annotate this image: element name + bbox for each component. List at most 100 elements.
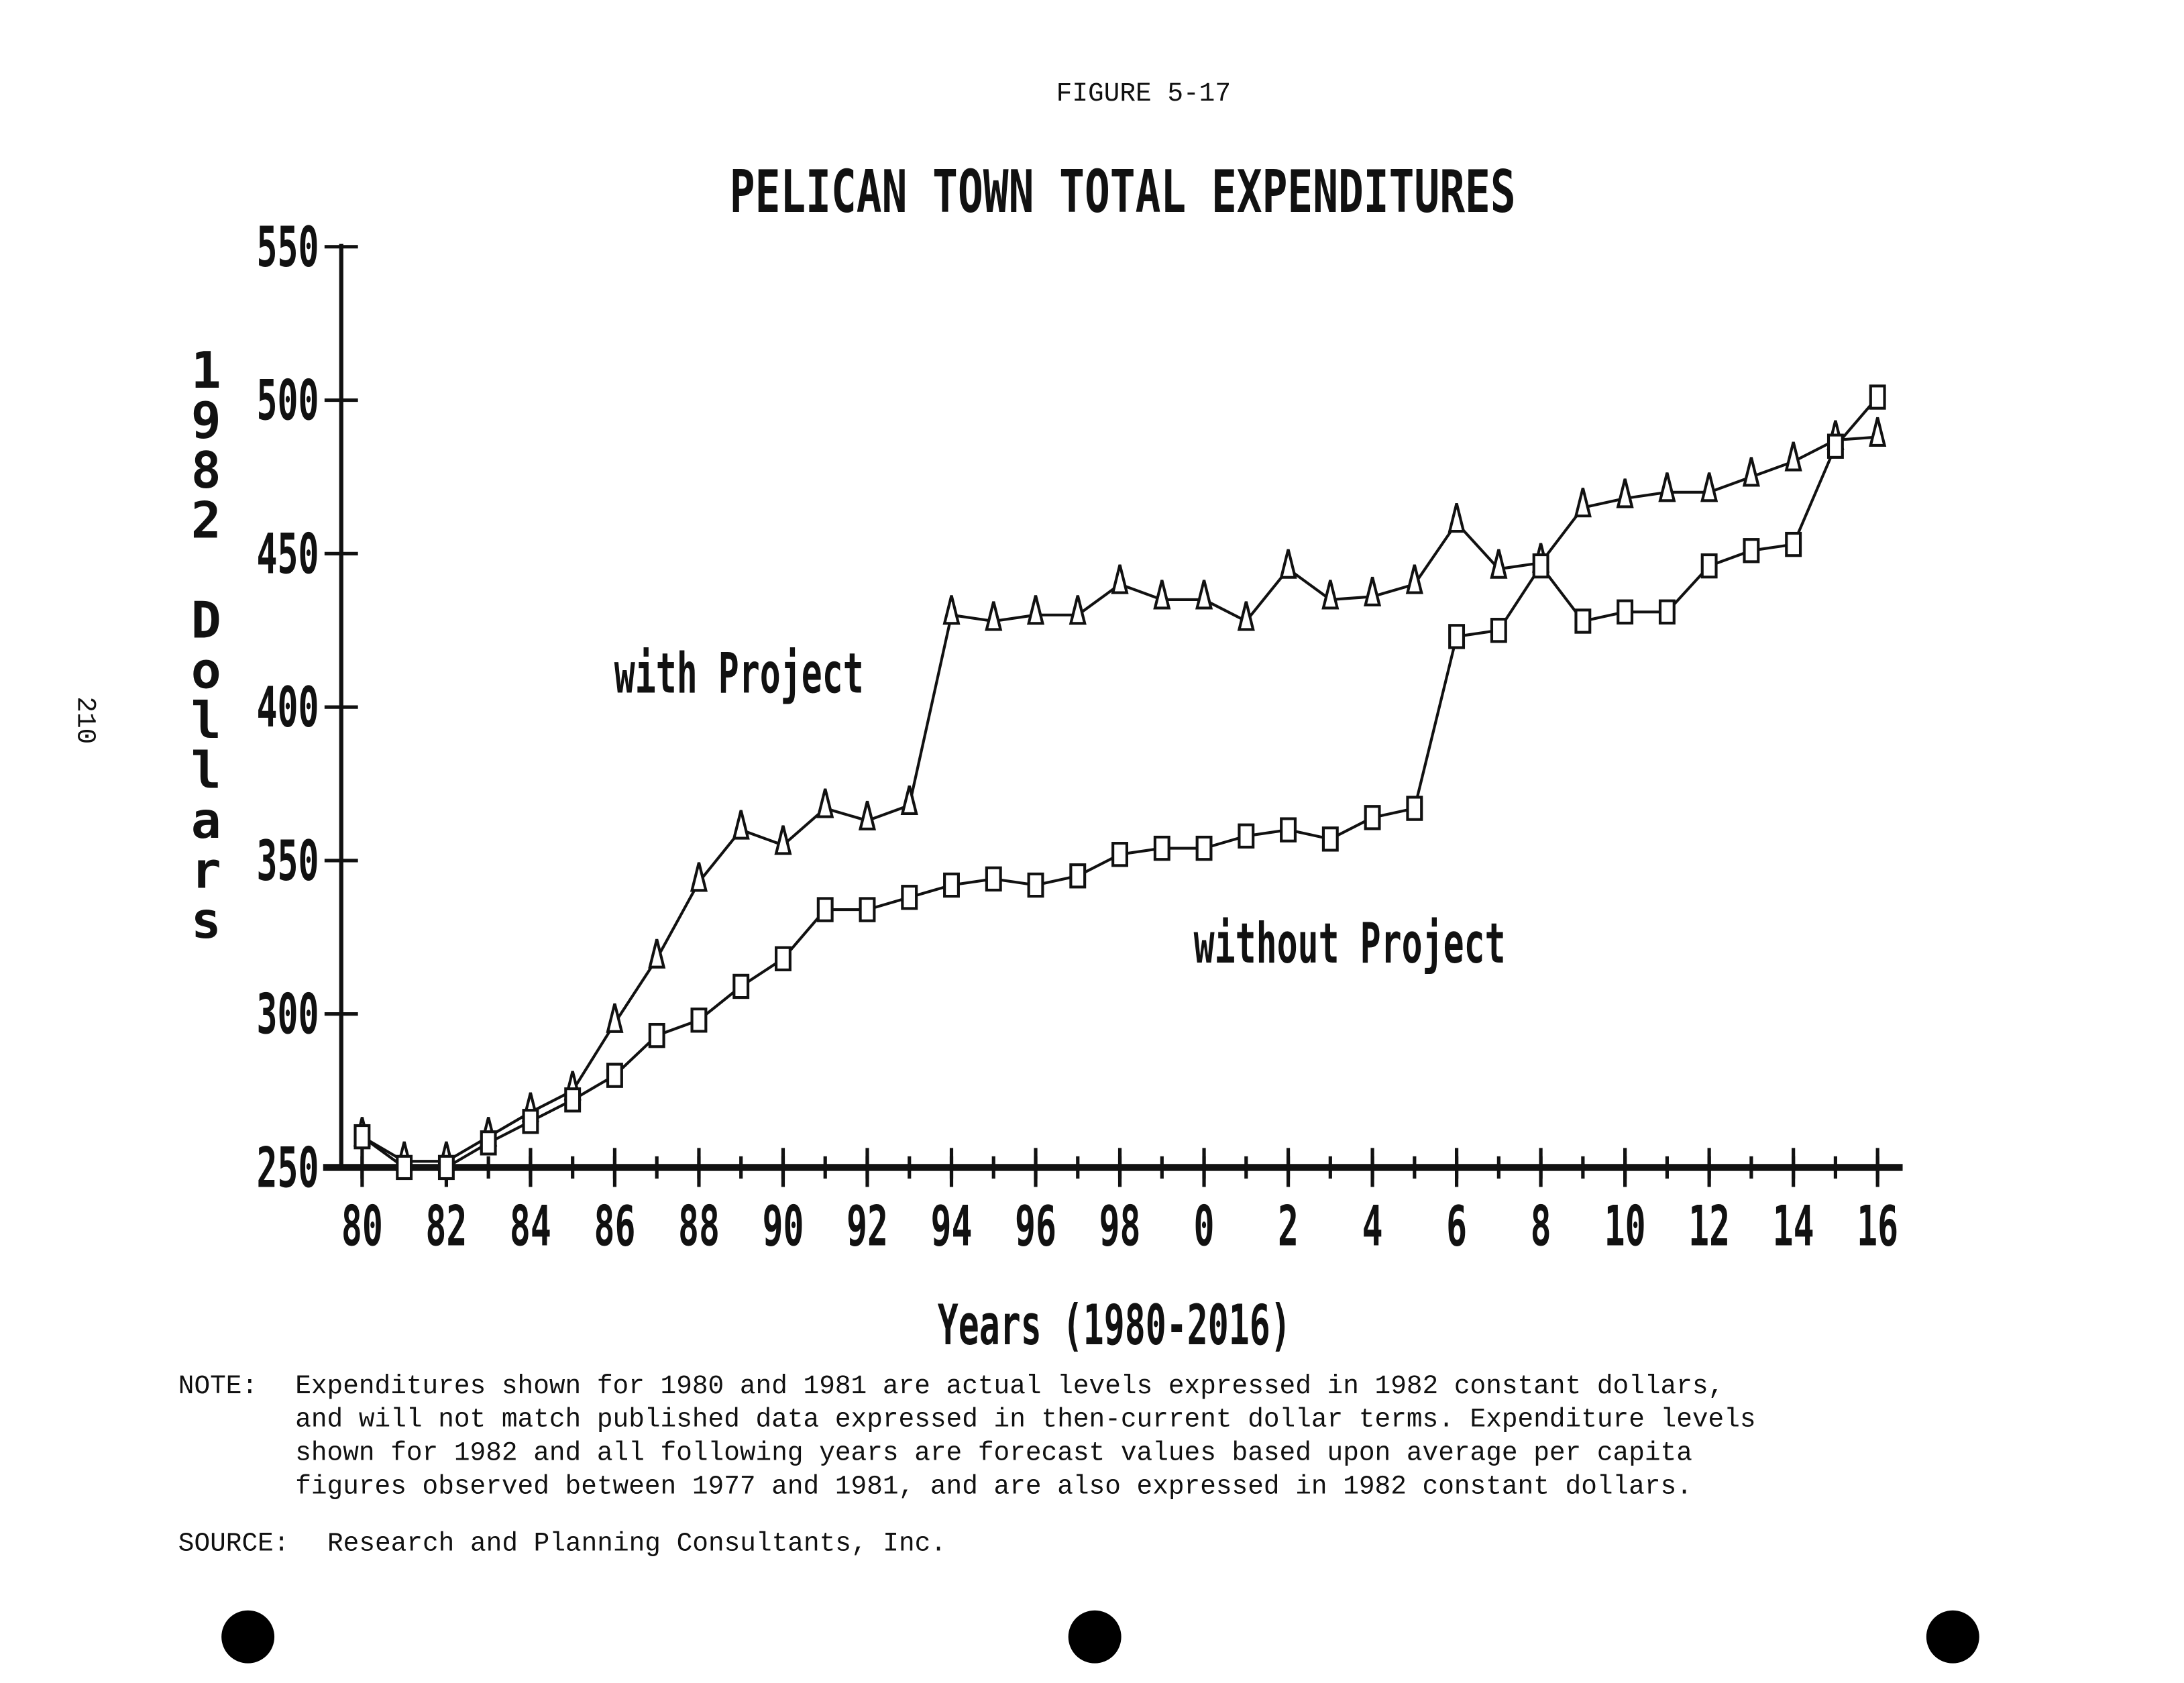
square-marker xyxy=(1532,553,1549,579)
triangle-marker xyxy=(1574,488,1592,518)
x-axis-title: Years (1980-2016) xyxy=(938,1293,1291,1358)
square-marker xyxy=(1869,384,1886,410)
chart-title: PELICAN TOWN TOTAL EXPENDITURES xyxy=(730,157,1516,225)
x-tick-label: 6 xyxy=(1446,1195,1467,1259)
figure-label: FIGURE 5-17 xyxy=(1056,78,1231,109)
x-tick-label: 12 xyxy=(1688,1195,1730,1259)
triangle-marker xyxy=(1364,576,1382,606)
square-marker xyxy=(690,1008,708,1033)
triangle-marker xyxy=(1153,580,1171,610)
triangle-marker xyxy=(816,788,834,818)
y-tick-label: 500 xyxy=(257,369,319,433)
triangle-marker xyxy=(1069,595,1087,625)
square-marker xyxy=(1406,796,1423,821)
triangle-marker xyxy=(1490,549,1508,579)
triangle-marker xyxy=(648,938,666,969)
punch-hole xyxy=(1068,1610,1122,1664)
x-tick-label: 14 xyxy=(1773,1195,1814,1259)
square-marker xyxy=(985,866,1002,892)
triangle-marker xyxy=(1448,503,1466,533)
square-marker xyxy=(564,1087,582,1113)
square-marker xyxy=(1238,823,1255,849)
triangle-marker xyxy=(732,810,750,840)
square-marker xyxy=(1280,817,1297,843)
x-tick-label: 92 xyxy=(847,1195,888,1259)
square-marker xyxy=(1069,863,1087,889)
series-label: with Project xyxy=(614,642,864,706)
punch-hole xyxy=(221,1610,275,1664)
x-tick-label: 16 xyxy=(1857,1195,1898,1259)
triangle-marker xyxy=(1784,441,1802,472)
square-marker xyxy=(437,1154,455,1181)
note-label: NOTE: xyxy=(178,1371,258,1401)
y-tick-label: 550 xyxy=(257,215,319,280)
x-tick-label: 96 xyxy=(1015,1195,1056,1259)
series-line xyxy=(361,396,1879,1169)
x-tick-label: 94 xyxy=(930,1195,972,1259)
y-axis-title: 1982 Dollars xyxy=(177,341,235,942)
triangle-marker xyxy=(942,595,961,625)
square-marker xyxy=(732,973,750,999)
x-tick-label: 98 xyxy=(1099,1195,1141,1259)
x-tick-label: 88 xyxy=(678,1195,720,1259)
triangle-marker xyxy=(1658,472,1676,502)
square-marker xyxy=(480,1130,497,1156)
source-label: SOURCE: xyxy=(178,1528,290,1558)
square-marker xyxy=(396,1154,413,1181)
triangle-marker xyxy=(1195,580,1213,610)
triangle-marker xyxy=(1279,549,1297,579)
square-marker xyxy=(901,885,918,910)
square-marker xyxy=(606,1063,623,1088)
note-line: and will not match published data expres… xyxy=(295,1405,1755,1435)
square-marker xyxy=(943,872,960,898)
square-marker xyxy=(1574,608,1592,634)
triangle-marker xyxy=(1742,457,1760,487)
x-tick-label: 10 xyxy=(1604,1195,1646,1259)
square-marker xyxy=(1195,835,1213,861)
x-tick-label: 84 xyxy=(510,1195,551,1259)
triangle-marker xyxy=(1700,472,1718,502)
triangle-marker xyxy=(1026,595,1045,625)
square-marker xyxy=(816,897,834,922)
triangle-marker xyxy=(858,800,877,830)
y-tick-label: 300 xyxy=(257,983,319,1047)
x-tick-label: 4 xyxy=(1362,1195,1383,1259)
square-marker xyxy=(775,946,791,971)
note-line: figures observed between 1977 and 1981, … xyxy=(295,1471,1692,1501)
x-tick-label: 82 xyxy=(425,1195,467,1259)
square-marker xyxy=(522,1109,539,1134)
x-tick-label: 80 xyxy=(341,1195,383,1259)
x-tick-label: 2 xyxy=(1278,1195,1299,1259)
x-tick-label: 90 xyxy=(762,1195,804,1259)
source-text: Research and Planning Consultants, Inc. xyxy=(327,1528,946,1558)
punch-hole xyxy=(1926,1610,1979,1664)
y-tick-label: 450 xyxy=(257,523,319,587)
y-tick-label: 250 xyxy=(257,1136,319,1201)
triangle-marker xyxy=(690,862,708,892)
note-line: shown for 1982 and all following years a… xyxy=(295,1437,1692,1468)
square-marker xyxy=(1027,872,1044,898)
square-marker xyxy=(1826,433,1844,459)
series-label: without Project xyxy=(1194,912,1506,976)
square-marker xyxy=(1700,553,1718,579)
y-tick-label: 400 xyxy=(257,675,319,740)
triangle-marker xyxy=(900,785,918,816)
triangle-marker xyxy=(1616,478,1634,508)
triangle-marker xyxy=(606,1003,624,1033)
y-tick-label: 350 xyxy=(257,829,319,893)
square-marker xyxy=(1321,826,1339,852)
square-marker xyxy=(1153,835,1170,861)
square-marker xyxy=(1364,805,1381,830)
x-tick-label: 8 xyxy=(1531,1195,1551,1259)
square-marker xyxy=(648,1022,665,1048)
triangle-marker xyxy=(1405,564,1423,594)
square-marker xyxy=(1448,624,1466,649)
x-tick-label: 86 xyxy=(594,1195,635,1259)
square-marker xyxy=(1490,618,1507,643)
series-line xyxy=(361,435,1878,1163)
triangle-marker xyxy=(1321,580,1340,610)
square-marker xyxy=(1658,599,1676,625)
triangle-marker xyxy=(985,601,1003,631)
square-marker xyxy=(1111,842,1128,867)
